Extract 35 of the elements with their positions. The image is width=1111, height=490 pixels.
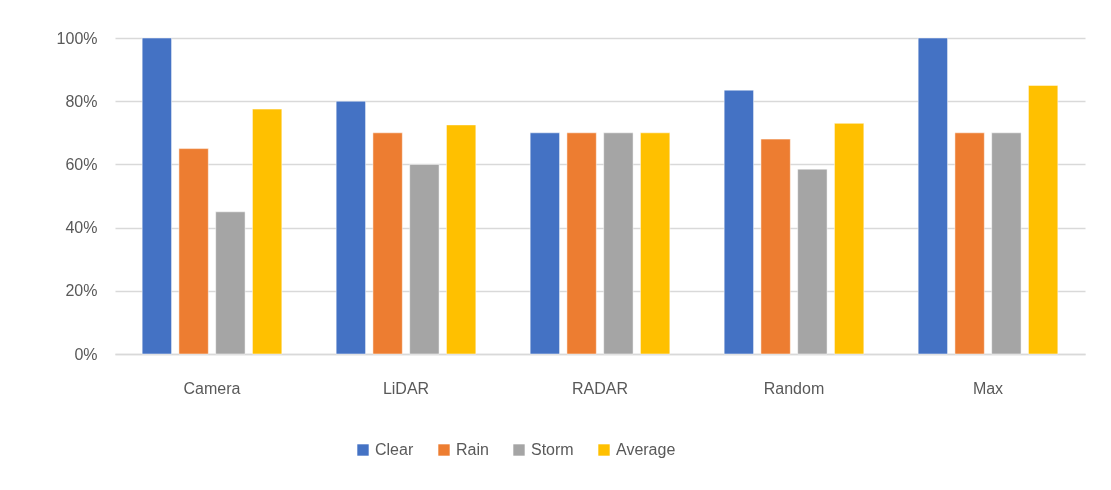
bar — [566, 132, 597, 355]
legend-label: Average — [616, 441, 676, 458]
x-tick-label: LiDAR — [382, 379, 430, 397]
bar — [335, 100, 366, 355]
bar — [178, 148, 209, 355]
bar — [603, 132, 634, 355]
y-tick-label: 0% — [74, 345, 98, 363]
legend-label: Storm — [531, 441, 574, 458]
y-tick-label: 60% — [65, 155, 98, 173]
x-tick-label: Max — [972, 379, 1004, 397]
bar — [640, 132, 671, 355]
bar — [529, 132, 560, 355]
bar — [1028, 85, 1059, 355]
x-tick-label: Random — [763, 379, 825, 397]
bar — [215, 211, 246, 355]
x-tick-label: Camera — [183, 379, 241, 397]
legend-label: Clear — [375, 441, 414, 458]
legend-label: Rain — [456, 441, 489, 458]
y-tick-label: 100% — [56, 29, 98, 47]
y-tick-label: 80% — [65, 92, 98, 110]
bar — [723, 89, 754, 355]
y-tick-label: 40% — [65, 219, 98, 237]
bar — [141, 37, 172, 355]
bar — [991, 132, 1022, 355]
bar — [797, 168, 828, 355]
bar — [446, 124, 477, 355]
bar — [834, 123, 865, 355]
bar — [760, 138, 791, 355]
bar — [917, 37, 948, 355]
x-tick-label: RADAR — [571, 379, 629, 397]
bar — [409, 164, 440, 355]
y-tick-label: 20% — [65, 282, 98, 300]
bar — [252, 108, 283, 355]
bar — [372, 132, 403, 355]
bar — [954, 132, 985, 355]
